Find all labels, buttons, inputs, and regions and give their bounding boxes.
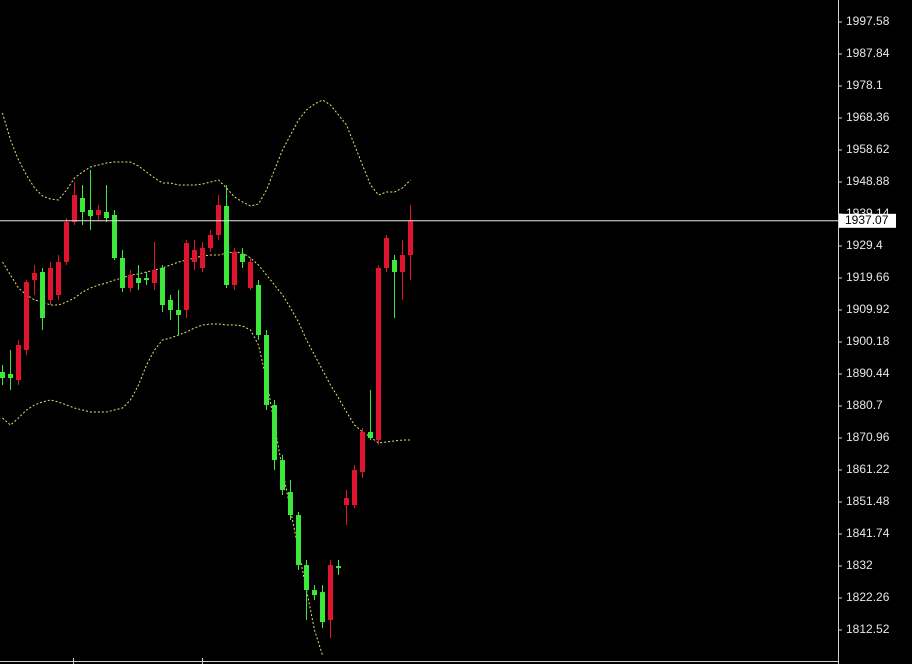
candle-body [160,267,165,306]
y-tick-label: 1870.96 [846,430,890,444]
candle-body [200,247,205,268]
candle-body [208,234,213,248]
candle-body [56,262,61,295]
candle-body [296,515,301,566]
candle-body [272,405,277,461]
y-tick-label: 1832 [846,558,873,572]
candle-body [384,238,389,268]
candle-body [64,221,69,263]
candle-body [40,271,45,318]
candle-body [360,432,365,473]
candle-body [72,195,77,222]
candle-body [392,260,397,272]
band-line [2,323,323,656]
candle-body [368,432,373,439]
candle-body [376,267,381,441]
candle-body [120,258,125,288]
candle-body [352,470,357,506]
y-tick-label: 1812.52 [846,622,890,636]
band-line [2,251,411,444]
candle-body [248,262,253,288]
y-tick-label: 1851.48 [846,494,890,508]
y-tick-label: 1958.62 [846,142,890,156]
candle-body [304,565,309,591]
y-tick-label: 1987.84 [846,46,890,60]
candle-body [104,212,109,219]
y-tick-label: 1841.74 [846,526,890,540]
candle-body [176,310,181,316]
y-tick-label: 1929.4 [846,238,883,252]
candle-body [192,249,197,263]
candle-body [48,267,53,300]
candle-body [336,566,341,569]
y-tick-label: 1822.26 [846,590,890,604]
candle-body [288,492,293,516]
candle-body [152,269,157,284]
candle-body [24,282,29,350]
candle-body [8,374,13,379]
candle-body [168,299,173,311]
candle-body [80,198,85,213]
candle-body [112,214,117,259]
y-tick-label: 1968.36 [846,110,890,124]
candle-body [320,592,325,623]
price-label-box [839,213,896,228]
candle-body [408,220,413,256]
candle-body [328,565,333,621]
candle-body [280,460,285,491]
y-tick-label: 1861.22 [846,462,890,476]
candle-body [400,255,405,272]
candle-body [128,274,133,288]
candle-body [32,273,37,281]
candle-body [16,344,21,381]
candle-body [224,205,229,286]
candle-body [0,372,5,379]
candle-body [312,590,317,596]
candle-body [240,253,245,263]
candle-body [144,278,149,281]
y-tick-label: 1880.7 [846,398,883,412]
candle-body [96,210,101,215]
price-label: 1937.07 [845,213,889,227]
candle-body [264,335,269,406]
y-tick-label: 1900.18 [846,334,890,348]
y-tick-label: 1919.66 [846,270,890,284]
y-tick-label: 1909.92 [846,302,890,316]
candle-body [88,210,93,217]
y-tick-label: 1978.1 [846,78,883,92]
band-line [2,99,411,207]
candle-body [344,498,349,506]
candle-body [184,243,189,311]
candle-body [232,251,237,286]
candle-body [216,205,221,235]
candle-body [256,285,261,336]
y-tick-label: 1890.44 [846,366,890,380]
candle-body [136,278,141,284]
y-tick-label: 1948.88 [846,174,890,188]
y-tick-label: 1997.58 [846,14,890,28]
